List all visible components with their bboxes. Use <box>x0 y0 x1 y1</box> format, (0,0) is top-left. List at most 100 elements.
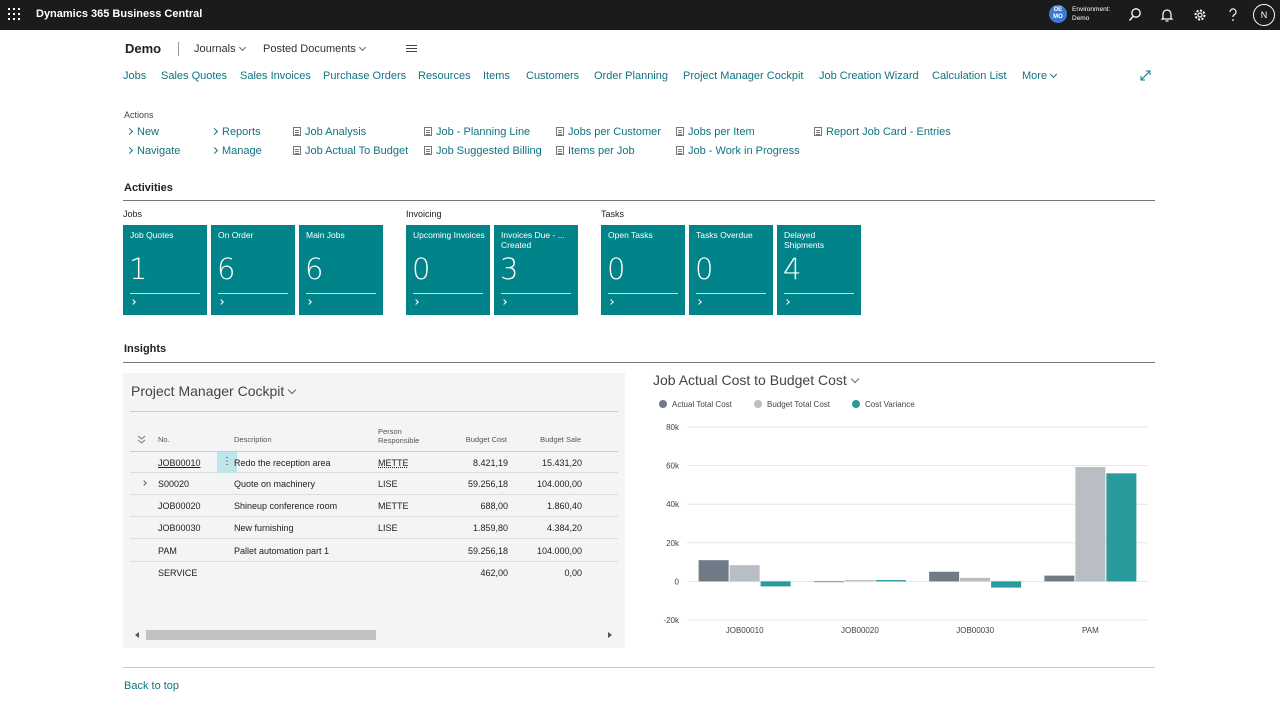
cell-person: METTE <box>378 501 409 511</box>
scrollbar-thumb[interactable] <box>146 630 376 640</box>
cue-main-jobs[interactable]: Main Jobs 6 <box>299 225 383 315</box>
legend-budget-total-cost[interactable]: Budget Total Cost <box>754 399 830 409</box>
chevron-down-icon <box>238 43 246 52</box>
action-job-actual-to-budget[interactable]: Job Actual To Budget <box>293 145 408 157</box>
nav-purchase-orders[interactable]: Purchase Orders <box>323 70 407 82</box>
menu-journals[interactable]: Journals <box>194 43 246 55</box>
cue-value: 6 <box>305 252 324 286</box>
y-tick-label: 0 <box>675 577 680 586</box>
nav-order-planning[interactable]: Order Planning <box>594 70 668 82</box>
cue-label: Main Jobs <box>306 230 345 240</box>
column-header-description[interactable]: Description <box>234 435 272 444</box>
search-icon[interactable] <box>1128 7 1142 23</box>
chevron-down-icon <box>1050 70 1058 79</box>
x-tick-label: JOB00020 <box>841 626 879 635</box>
table-row[interactable]: S00020 Quote on machinery LISE 59.256,18… <box>130 473 618 495</box>
environment-info[interactable]: Environment: Demo <box>1072 6 1111 22</box>
action-reports[interactable]: Reports <box>210 126 261 138</box>
y-tick-label: -20k <box>663 616 680 625</box>
cue-value: 0 <box>607 252 626 286</box>
part-title[interactable]: Project Manager Cockpit <box>131 383 297 399</box>
environment-badge[interactable]: DE MO <box>1049 5 1067 23</box>
nav-more[interactable]: More <box>1022 70 1058 82</box>
column-header-person-responsible[interactable]: Person Responsible <box>378 427 420 445</box>
action-navigate[interactable]: Navigate <box>125 145 180 157</box>
job-no-link[interactable]: JOB00010 <box>158 458 201 468</box>
menu-posted-documents[interactable]: Posted Documents <box>263 43 366 55</box>
action-items-per-job[interactable]: Items per Job <box>556 145 635 157</box>
legend-actual-total-cost[interactable]: Actual Total Cost <box>659 399 732 409</box>
nav-items[interactable]: Items <box>483 70 510 82</box>
company-name[interactable]: Demo <box>125 41 162 56</box>
action-job-work-in-progress[interactable]: Job - Work in Progress <box>676 145 800 157</box>
table-row[interactable]: JOB00010 ⋮ Redo the reception area METTE… <box>130 451 618 473</box>
cue-tasks-overdue[interactable]: Tasks Overdue 0 <box>689 225 773 315</box>
column-header-budget-cost[interactable]: Budget Cost <box>465 435 507 444</box>
expand-icon[interactable] <box>1140 70 1151 81</box>
scroll-left-icon[interactable] <box>134 632 140 638</box>
back-to-top-link[interactable]: Back to top <box>124 680 180 692</box>
nav-job-creation-wizard[interactable]: Job Creation Wizard <box>819 70 919 82</box>
cell-no[interactable]: JOB00030 <box>158 523 201 533</box>
action-job-suggested-billing[interactable]: Job Suggested Billing <box>424 145 542 157</box>
cue-on-order[interactable]: On Order 6 <box>211 225 295 315</box>
help-icon[interactable] <box>1226 7 1240 23</box>
chart-bar <box>1106 473 1137 582</box>
cue-open-tasks[interactable]: Open Tasks 0 <box>601 225 685 315</box>
nav-sales-invoices[interactable]: Sales Invoices <box>240 70 311 82</box>
action-jobs-per-customer[interactable]: Jobs per Customer <box>556 126 661 138</box>
cue-invoices-due-not-created[interactable]: Invoices Due - ... Created 3 <box>494 225 578 315</box>
legend-cost-variance[interactable]: Cost Variance <box>852 399 915 409</box>
chart-bar <box>729 565 760 582</box>
y-tick-label: 60k <box>666 462 680 471</box>
row-actions-button[interactable]: ⋮ <box>217 452 237 473</box>
chart-title[interactable]: Job Actual Cost to Budget Cost <box>653 372 860 388</box>
chart-bar <box>760 581 791 587</box>
action-jobs-per-item[interactable]: Jobs per Item <box>676 126 755 138</box>
cue-job-quotes[interactable]: Job Quotes 1 <box>123 225 207 315</box>
table-row[interactable]: JOB00020 Shineup conference room METTE 6… <box>130 495 618 517</box>
nav-calculation-list[interactable]: Calculation List <box>932 70 1007 82</box>
column-header-no[interactable]: No. <box>158 435 170 444</box>
gear-icon[interactable] <box>1193 7 1207 23</box>
cell-no[interactable]: JOB00020 <box>158 501 201 511</box>
cell-budget-cost: 59.256,18 <box>467 479 508 489</box>
cue-upcoming-invoices[interactable]: Upcoming Invoices 0 <box>406 225 490 315</box>
table-row[interactable]: SERVICE 462,00 0,00 <box>130 562 618 584</box>
action-job-analysis[interactable]: Job Analysis <box>293 126 366 138</box>
cue-delayed-shipments[interactable]: Delayed Shipments 4 <box>777 225 861 315</box>
action-new[interactable]: New <box>125 126 159 138</box>
bell-icon[interactable] <box>1160 7 1174 23</box>
scroll-right-icon[interactable] <box>607 632 613 638</box>
nav-project-manager-cockpit[interactable]: Project Manager Cockpit <box>683 70 804 82</box>
nav-sales-quotes[interactable]: Sales Quotes <box>161 70 228 82</box>
cell-budget-cost: 688,00 <box>480 501 508 511</box>
cell-no[interactable]: PAM <box>158 546 177 556</box>
cell-budget-sale: 1.860,40 <box>546 501 582 511</box>
cell-description: Pallet automation part 1 <box>234 546 330 556</box>
cell-no[interactable]: SERVICE <box>158 568 198 578</box>
group-label-tasks: Tasks <box>601 209 625 219</box>
avatar[interactable]: N <box>1253 4 1275 26</box>
table-row[interactable]: JOB00030 New furnishing LISE 1.859,80 4.… <box>130 517 618 539</box>
cell-description: Redo the reception area <box>234 458 331 468</box>
table-row[interactable]: PAM Pallet automation part 1 59.256,18 1… <box>130 540 618 562</box>
divider <box>123 200 1155 201</box>
nav-jobs[interactable]: Jobs <box>123 70 147 82</box>
nav-resources[interactable]: Resources <box>418 70 471 82</box>
select-all-chevrons-icon[interactable] <box>137 435 146 444</box>
action-report-job-card-entries[interactable]: Report Job Card - Entries <box>814 126 951 138</box>
cell-budget-sale: 104.000,00 <box>536 546 582 556</box>
column-header-budget-sale[interactable]: Budget Sale <box>540 435 581 444</box>
action-job-planning-line[interactable]: Job - Planning Line <box>424 126 530 138</box>
cell-person[interactable]: METTE <box>378 458 409 468</box>
cell-no[interactable]: S00020 <box>158 479 190 489</box>
waffle-icon[interactable] <box>8 8 20 20</box>
action-manage[interactable]: Manage <box>210 145 262 157</box>
app-title[interactable]: Dynamics 365 Business Central <box>36 8 203 20</box>
cell-description: New furnishing <box>234 523 294 533</box>
hamburger-menu-icon[interactable] <box>406 45 417 54</box>
horizontal-scrollbar[interactable] <box>133 630 613 640</box>
chart-bar <box>844 580 875 582</box>
nav-customers[interactable]: Customers <box>526 70 580 82</box>
